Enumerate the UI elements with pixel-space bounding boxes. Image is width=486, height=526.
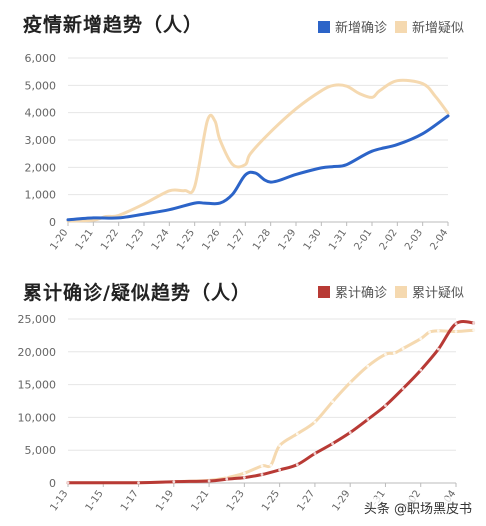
- y-tick-label: 2,000: [25, 161, 57, 174]
- data-point: [225, 477, 229, 481]
- x-tick-label: 1-19: [154, 488, 176, 513]
- data-point: [66, 481, 70, 485]
- x-tick-label: 2-01: [352, 227, 374, 252]
- data-point: [242, 471, 246, 475]
- x-tick-label: 2-03: [403, 227, 425, 252]
- legend-item-cumulative-suspected[interactable]: 累计疑似: [394, 282, 464, 301]
- x-tick-label: 1-30: [302, 227, 324, 252]
- y-tick-label: 3,000: [25, 134, 57, 147]
- new-cases-chart-panel: 疫情新增趋势（人） 新增确诊 新增疑似 0 1,000 2,000 3,000 4,00…: [0, 0, 486, 262]
- x-tick-label: 1-28: [251, 227, 273, 252]
- data-point: [331, 442, 334, 446]
- y-tick-label: 10,000: [18, 411, 57, 424]
- data-point: [384, 353, 387, 356]
- x-tick-label: 1-27: [295, 488, 317, 513]
- x-tick-label: 2-04: [428, 227, 450, 252]
- x-tick-label: 1-29: [276, 227, 298, 252]
- x-tick-label: 1-13: [48, 488, 70, 513]
- data-point: [172, 480, 176, 484]
- legend-item-new-confirmed[interactable]: 新增确诊: [317, 17, 387, 36]
- legend-swatch: [317, 20, 330, 33]
- data-point: [472, 321, 476, 325]
- cumulative-chart-panel: 累计确诊/疑似趋势（人） 累计确诊 累计疑似 0 5,000 10,000 15,00…: [0, 270, 486, 526]
- data-point: [428, 330, 431, 334]
- y-tick-label: 5,000: [25, 79, 57, 92]
- x-tick-label: 2-02: [378, 227, 400, 252]
- legend-label: 累计确诊: [334, 286, 387, 301]
- data-point: [313, 420, 317, 424]
- data-point: [366, 417, 370, 421]
- y-tick-label: 25,000: [18, 313, 57, 326]
- legend-item-new-suspected[interactable]: 新增疑似: [394, 17, 464, 36]
- data-point: [348, 431, 352, 434]
- data-point: [454, 322, 458, 325]
- x-tick-label: 1-27: [226, 227, 248, 252]
- watermark: 头条 @职场黑皮书: [359, 497, 476, 518]
- legend-swatch: [394, 20, 407, 33]
- legend-swatch: [394, 285, 407, 298]
- data-point: [331, 400, 334, 404]
- chart-legend: 累计确诊 累计疑似: [317, 282, 464, 301]
- data-point: [454, 330, 458, 333]
- chart-title: 疫情新增趋势（人）: [23, 14, 204, 36]
- y-tick-label: 4,000: [25, 107, 57, 120]
- series-line: [66, 78, 450, 223]
- data-point: [278, 468, 282, 472]
- y-tick-label: 0: [49, 477, 56, 490]
- data-point: [436, 329, 440, 333]
- chart-legend: 新增确诊 新增疑似: [317, 17, 464, 36]
- x-tick-label: 1-20: [48, 227, 70, 252]
- x-tick-label: 1-21: [74, 227, 96, 252]
- series-line: [66, 328, 476, 485]
- y-tick-label: 1,000: [25, 189, 57, 202]
- x-tick-label: 1-31: [327, 227, 349, 252]
- x-tick-label: 1-17: [119, 488, 141, 513]
- data-point: [207, 479, 211, 483]
- cumulative-line-chart: 0 5,000 10,000 15,000 20,000 25,000 1-13 1-15 1-…: [18, 313, 476, 513]
- x-tick-label: 1-23: [124, 227, 146, 252]
- data-point: [295, 432, 299, 436]
- legend-label: 新增确诊: [334, 21, 387, 36]
- data-point: [260, 464, 264, 468]
- y-tick-label: 6,000: [25, 52, 57, 65]
- data-point: [313, 452, 317, 455]
- data-point: [348, 381, 352, 385]
- legend-swatch: [317, 285, 330, 298]
- y-tick-label: 0: [49, 216, 56, 229]
- y-tick-label: 5,000: [25, 444, 57, 457]
- data-point: [366, 364, 370, 368]
- y-tick-label: 20,000: [18, 346, 57, 359]
- data-point: [269, 463, 273, 467]
- x-tick-label: 1-26: [200, 227, 222, 252]
- data-point: [401, 387, 405, 390]
- data-point: [278, 444, 282, 448]
- data-point: [392, 351, 396, 355]
- series-line: [66, 114, 450, 222]
- data-point: [384, 404, 387, 407]
- x-tick-label: 1-23: [225, 488, 247, 513]
- x-tick-label: 1-21: [190, 488, 212, 513]
- x-tick-label: 1-25: [260, 488, 282, 513]
- data-point: [295, 463, 299, 467]
- data-point: [137, 481, 140, 485]
- x-tick-label: 1-25: [175, 227, 197, 252]
- legend-item-cumulative-confirmed[interactable]: 累计确诊: [317, 282, 387, 301]
- x-tick-label: 1-22: [99, 227, 121, 252]
- data-point: [401, 347, 405, 350]
- x-tick-label: 1-24: [150, 227, 172, 252]
- chart-title: 累计确诊/疑似趋势（人）: [23, 282, 251, 304]
- legend-label: 新增疑似: [411, 21, 464, 36]
- y-tick-label: 15,000: [18, 379, 57, 392]
- x-tick-label: 1-15: [84, 488, 106, 513]
- data-point: [260, 473, 264, 476]
- x-tick-label: 1-29: [331, 488, 353, 513]
- data-point: [419, 368, 423, 372]
- legend-label: 累计疑似: [411, 286, 464, 301]
- data-point: [242, 476, 246, 479]
- data-point: [419, 337, 423, 341]
- data-point: [436, 347, 440, 351]
- series-line: [66, 319, 476, 485]
- data-point: [472, 328, 476, 332]
